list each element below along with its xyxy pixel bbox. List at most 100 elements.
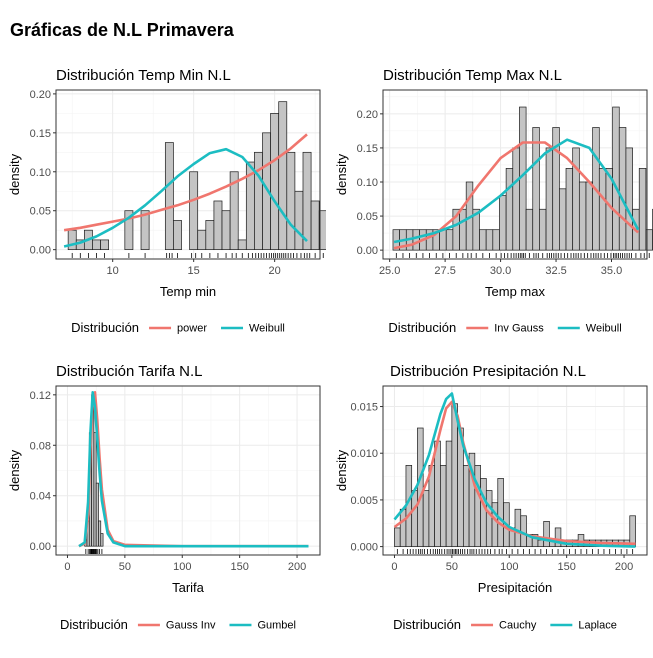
histogram-bar (446, 441, 452, 547)
histogram-bar (303, 152, 311, 249)
y-tick-label: 0.15 (357, 143, 378, 155)
histogram-bar (287, 152, 295, 249)
x-tick-label: 35.0 (601, 265, 622, 277)
x-tick-label: 25.0 (379, 265, 400, 277)
histogram-bar (92, 240, 100, 250)
y-tick-label: 0.015 (350, 402, 378, 414)
histogram-bar (101, 240, 109, 250)
y-tick-label: 0.15 (30, 128, 51, 140)
chart-title: Distribución Temp Min N.L (56, 67, 231, 84)
y-tick-label: 0.20 (357, 109, 378, 121)
histogram-bar (295, 191, 303, 249)
histogram-bar (539, 209, 546, 250)
histogram-bar (417, 428, 423, 547)
x-axis-label: Tarifa (172, 580, 205, 595)
histogram-bar (475, 465, 481, 546)
y-tick-label: 0.00 (357, 245, 378, 257)
legend-title: Distribución (388, 320, 456, 335)
x-tick-label: 100 (173, 561, 191, 573)
y-tick-label: 0.05 (357, 211, 378, 223)
y-tick-label: 0.000 (350, 542, 378, 554)
y-axis-label: density (7, 153, 22, 195)
y-tick-label: 0.08 (30, 440, 51, 452)
legend-label: Gauss Inv (166, 620, 216, 632)
x-tick-label: 27.5 (434, 265, 455, 277)
x-tick-label: 0 (391, 561, 397, 573)
histogram-bar (493, 230, 500, 250)
histogram-bar (440, 230, 447, 250)
histogram-bar (533, 127, 540, 250)
x-tick-label: 50 (446, 561, 458, 573)
legend-label: Gumbel (257, 620, 296, 632)
x-tick-label: 150 (557, 561, 575, 573)
chart-panel-temp-max: Distribución Temp Max N.L 25.0 27.5 30.0 32.… (326, 60, 653, 355)
histogram-bar (573, 148, 580, 250)
x-axis-label: Temp min (160, 284, 216, 299)
histogram-bar (506, 168, 513, 250)
histogram-bar (413, 230, 420, 250)
y-tick-label: 0.20 (30, 89, 51, 101)
x-tick-label: 50 (119, 561, 131, 573)
legend: Distribución Inv Gauss Weibull (388, 320, 621, 335)
histogram-bar (206, 220, 214, 249)
histogram-bar (198, 230, 206, 249)
histogram-bar (165, 143, 173, 250)
histogram-bar (173, 220, 181, 249)
histogram-bar (222, 211, 230, 250)
legend-label: power (177, 323, 207, 335)
histogram-bar (463, 465, 469, 546)
histogram-bar (546, 148, 553, 250)
page-title: Gráficas de N.L Primavera (10, 20, 234, 41)
histogram-bar (526, 209, 533, 250)
legend-title: Distribución (393, 617, 461, 632)
x-tick-label: 0 (64, 561, 70, 573)
histogram-bar (630, 516, 636, 547)
y-tick-label: 0.00 (30, 245, 51, 257)
histogram-bar (486, 491, 492, 547)
y-tick-label: 0.05 (30, 206, 51, 218)
histogram-bar (538, 540, 544, 547)
density-line-gauss-inv (79, 392, 309, 546)
legend-label: Weibull (249, 323, 285, 335)
x-tick-label: 15 (188, 265, 200, 277)
x-axis-label: Temp max (485, 284, 545, 299)
rug (397, 549, 632, 554)
y-axis-label: density (7, 449, 22, 491)
histogram-bar (101, 534, 103, 547)
histogram (394, 404, 635, 547)
histogram-bar (599, 168, 606, 250)
y-tick-label: 0.10 (30, 167, 51, 179)
histogram-bar (452, 404, 458, 547)
histogram-bar (639, 168, 646, 250)
x-tick-label: 32.5 (545, 265, 566, 277)
histogram-bar (626, 148, 633, 250)
histogram-bar (498, 478, 504, 546)
histogram-bar (254, 152, 262, 249)
histogram-bar (579, 182, 586, 250)
density-line-gumbel (79, 392, 309, 546)
y-tick-label: 0.10 (357, 177, 378, 189)
x-axis-label: Presipitación (478, 580, 552, 595)
histogram-bar (400, 509, 406, 546)
x-tick-label: 10 (107, 265, 119, 277)
histogram-bar (394, 528, 400, 547)
legend-label: Inv Gauss (494, 323, 544, 335)
x-tick-label: 200 (615, 561, 633, 573)
chart-title: Distribución Tarifa N.L (56, 363, 202, 380)
chart-title: Distribución Temp Max N.L (383, 67, 562, 84)
y-tick-label: 0.005 (350, 495, 378, 507)
histogram-bar (190, 172, 198, 250)
x-tick-label: 30.0 (490, 265, 511, 277)
legend-label: Weibull (586, 323, 622, 335)
rug (86, 549, 102, 554)
histogram-bar (559, 189, 566, 250)
x-tick-label: 200 (288, 561, 306, 573)
legend-label: Laplace (578, 620, 617, 632)
